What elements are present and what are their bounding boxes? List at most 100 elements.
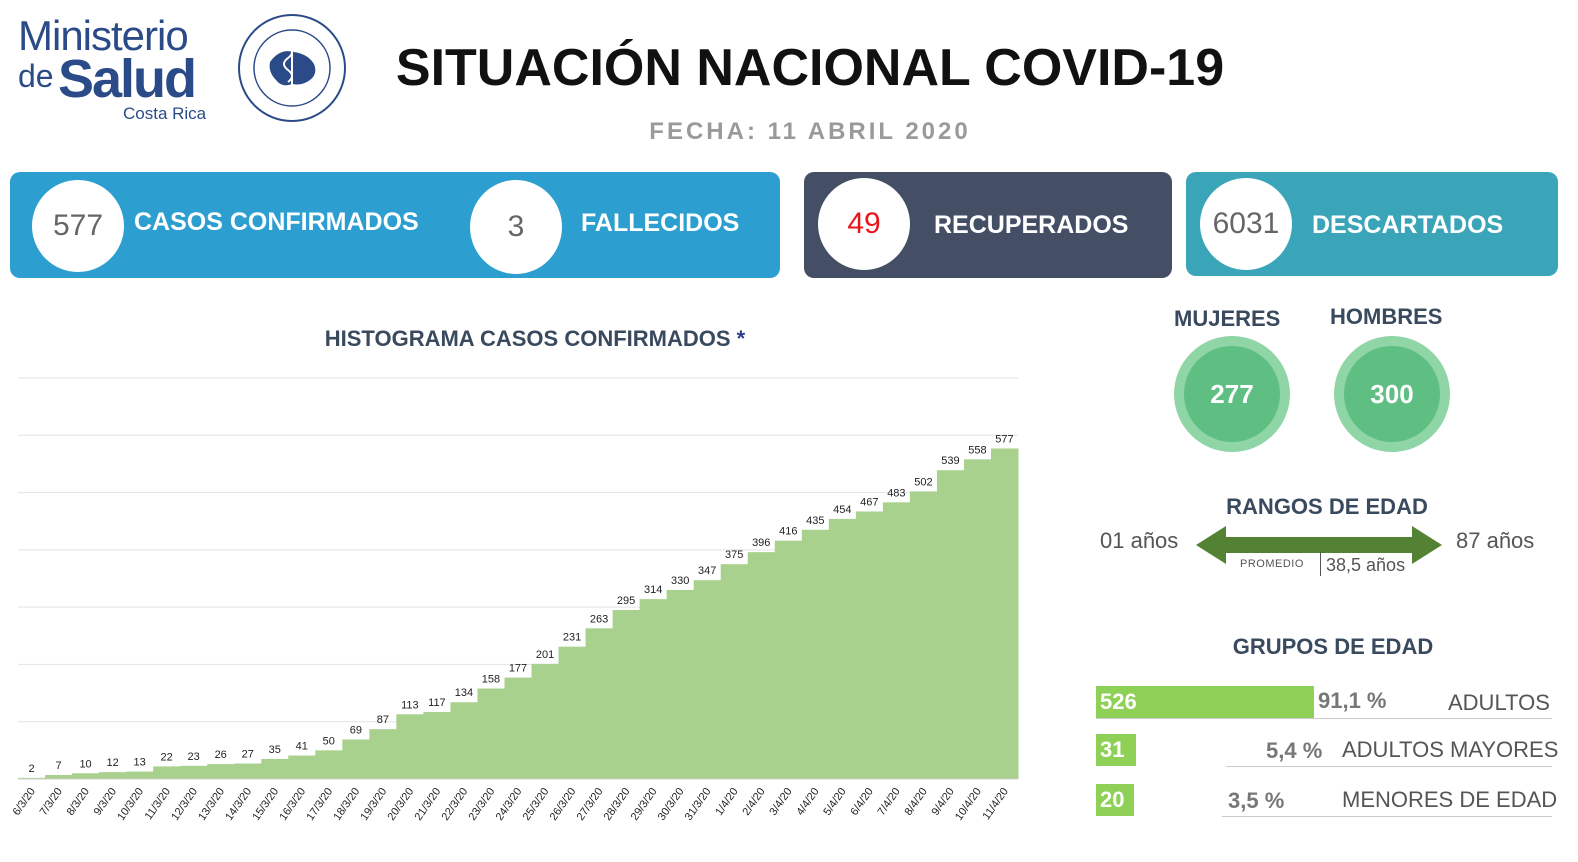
x-tick-label: 30/3/20 — [656, 786, 687, 823]
group-divider — [1226, 766, 1552, 767]
x-tick-label: 9/3/20 — [92, 786, 119, 818]
chart-bar — [720, 564, 749, 779]
chart-bar — [477, 688, 505, 779]
data-label: 113 — [401, 699, 419, 711]
discarded-count: 6031 — [1200, 178, 1292, 270]
x-tick-label: 26/3/20 — [548, 786, 579, 823]
data-label: 41 — [296, 741, 308, 753]
double-arrow-icon — [1196, 526, 1442, 564]
x-tick-label: 8/4/20 — [902, 786, 929, 818]
data-label: 483 — [887, 487, 905, 499]
x-tick-label: 20/3/20 — [385, 786, 416, 823]
chart-bar — [423, 711, 451, 779]
chart-bar — [261, 758, 289, 779]
recovered-count: 49 — [818, 178, 910, 270]
x-tick-label: 7/3/20 — [38, 786, 65, 818]
x-tick-label: 14/3/20 — [223, 786, 254, 823]
x-tick-label: 19/3/20 — [358, 786, 389, 823]
chart-bar — [153, 766, 181, 779]
chart-bar — [396, 714, 424, 779]
x-tick-label: 8/3/20 — [65, 786, 92, 818]
age-groups-heading: GRUPOS DE EDAD — [1232, 634, 1434, 659]
chart-bar — [747, 552, 776, 779]
chart-bar — [72, 773, 100, 779]
x-tick-label: 22/3/20 — [440, 786, 471, 823]
men-circle: 300 — [1334, 336, 1450, 452]
chart-bar — [639, 599, 668, 779]
chart-bar — [531, 663, 560, 779]
average-value: 38,5 años — [1326, 555, 1406, 575]
men-label: HOMBRES — [1330, 304, 1443, 329]
group-percent-adults: 91,1 % — [1318, 688, 1387, 713]
x-tick-label: 1/4/20 — [713, 786, 740, 818]
x-tick-label: 16/3/20 — [277, 786, 308, 823]
ministry-seal-icon — [238, 14, 346, 122]
data-label: 416 — [779, 526, 797, 538]
data-label: 23 — [188, 751, 200, 763]
recovered-label: RECUPERADOS — [934, 211, 1129, 239]
data-label: 13 — [133, 757, 145, 769]
x-tick-label: 24/3/20 — [494, 786, 525, 823]
chart-title-footnote-mark: * — [736, 326, 746, 351]
data-label: 22 — [161, 751, 173, 763]
x-tick-label: 28/3/20 — [602, 786, 633, 823]
chart-bar — [963, 459, 992, 779]
x-tick-label: 21/3/20 — [412, 786, 443, 823]
chart-bar — [207, 764, 235, 779]
x-tick-label: 27/3/20 — [575, 786, 606, 823]
chart-bar — [666, 589, 695, 779]
chart-bar — [693, 580, 722, 779]
confirmed-cases-chart: 26/3/2077/3/20108/3/20129/3/201310/3/202… — [11, 377, 1019, 823]
age-min: 01 años — [1100, 528, 1179, 553]
data-label: 558 — [968, 444, 986, 456]
data-label: 502 — [914, 476, 932, 488]
x-tick-label: 13/3/20 — [196, 786, 227, 823]
chart-bar — [342, 739, 370, 779]
chart-bar — [936, 470, 965, 779]
chart-bar — [558, 646, 587, 779]
chart-bar — [450, 702, 478, 779]
group-percent-minors: 3,5 % — [1228, 788, 1285, 813]
group-name-minors: MENORES DE EDAD — [1342, 787, 1558, 812]
age-max: 87 años — [1456, 528, 1535, 553]
average-divider — [1320, 552, 1321, 576]
data-label: 201 — [536, 649, 554, 661]
x-tick-label: 23/3/20 — [467, 786, 498, 823]
x-tick-label: 15/3/20 — [250, 786, 281, 823]
chart-bar — [504, 677, 533, 779]
data-label: 117 — [428, 697, 446, 709]
women-count: 277 — [1184, 346, 1280, 442]
logo-ministerio-text: Ministerio — [18, 12, 189, 59]
data-label: 231 — [563, 632, 581, 644]
group-bar-seniors: 31 — [1096, 734, 1136, 766]
x-tick-label: 12/3/20 — [169, 786, 200, 823]
logo-salud-text: Salud — [58, 49, 197, 109]
logo-de-text: de — [18, 58, 54, 94]
discarded-panel: 6031 DESCARTADOS — [1186, 172, 1558, 276]
group-bar-adults: 526 — [1096, 686, 1314, 718]
group-divider — [1222, 816, 1552, 817]
chart-bar — [990, 448, 1019, 779]
data-label: 577 — [995, 433, 1013, 445]
data-label: 454 — [833, 504, 851, 516]
chart-bar — [234, 763, 262, 779]
chart-bar — [909, 491, 938, 779]
recovered-panel: 49 RECUPERADOS — [804, 172, 1172, 278]
x-tick-label: 29/3/20 — [629, 786, 660, 823]
x-tick-label: 10/3/20 — [115, 786, 146, 823]
group-divider — [1096, 718, 1552, 719]
logo-country-text: Costa Rica — [123, 104, 207, 123]
x-tick-label: 11/4/20 — [981, 786, 1011, 822]
data-label: 347 — [698, 565, 716, 577]
x-tick-label: 11/3/20 — [143, 786, 173, 822]
data-label: 87 — [377, 714, 389, 726]
data-label: 7 — [55, 760, 61, 772]
x-tick-label: 4/4/20 — [794, 786, 821, 818]
data-label: 396 — [752, 537, 770, 549]
group-percent-seniors: 5,4 % — [1266, 738, 1323, 763]
data-label: 12 — [106, 757, 118, 769]
chart-bar — [99, 772, 127, 779]
data-label: 177 — [509, 663, 527, 675]
chart-bar — [369, 729, 397, 779]
data-label: 69 — [350, 724, 362, 736]
